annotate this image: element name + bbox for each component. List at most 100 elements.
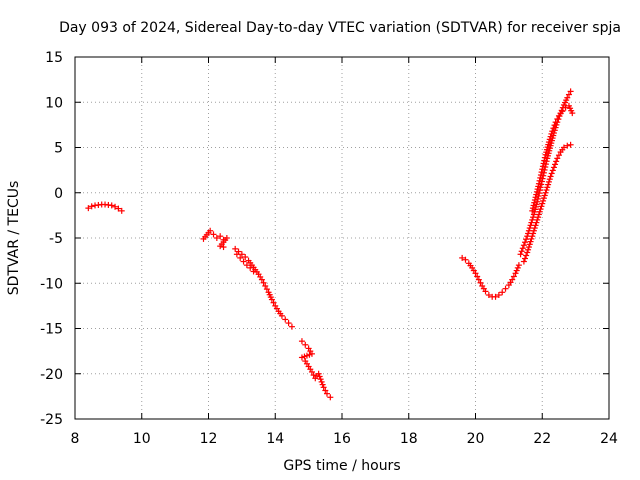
data-point [554, 115, 561, 122]
data-point [462, 256, 469, 263]
data-point [552, 119, 559, 126]
data-point [549, 167, 556, 174]
data-point [547, 173, 554, 180]
data-point [285, 320, 292, 327]
data-point [530, 230, 537, 237]
data-point [526, 225, 533, 232]
x-tick-label: 10 [133, 431, 151, 447]
data-point [554, 155, 561, 162]
data-point [238, 251, 245, 258]
x-tick-label: 16 [333, 431, 351, 447]
y-axis-label: SDTVAR / TECUs [6, 181, 22, 296]
data-point [525, 244, 532, 251]
data-point [529, 207, 536, 214]
data-point [492, 293, 499, 300]
data-point [118, 207, 125, 214]
data-point [524, 233, 531, 240]
data-point [524, 249, 531, 256]
data-point [513, 267, 520, 274]
data-point [541, 192, 548, 199]
data-point [534, 186, 541, 193]
data-point [565, 91, 572, 98]
y-tick-label: -15 [40, 322, 63, 338]
data-point [539, 166, 546, 173]
data-point [485, 292, 492, 299]
data-point [525, 230, 532, 237]
data-point [531, 196, 538, 203]
data-point [475, 276, 482, 283]
data-point [529, 233, 536, 240]
data-point [520, 242, 527, 249]
data-point [242, 254, 249, 261]
data-point [232, 245, 239, 252]
data-point [518, 248, 525, 255]
data-point [258, 276, 265, 283]
data-point [569, 110, 576, 117]
data-point [220, 244, 227, 251]
data-point [282, 316, 289, 323]
data-point [519, 245, 526, 252]
data-point [546, 176, 553, 183]
data-point [535, 183, 542, 190]
data-point [278, 312, 285, 319]
data-point [537, 206, 544, 213]
data-point [531, 199, 538, 206]
y-tick-label: -25 [40, 412, 63, 428]
data-point [115, 205, 122, 212]
data-point [540, 197, 547, 204]
data-point [317, 376, 324, 383]
data-point [85, 205, 92, 212]
y-tick-label: 0 [54, 186, 63, 202]
data-point [567, 141, 574, 148]
data-point [207, 227, 214, 234]
data-point [530, 214, 537, 221]
data-points [85, 88, 576, 401]
data-point [270, 299, 277, 306]
data-point [533, 191, 540, 198]
data-point [545, 139, 552, 146]
data-point [88, 203, 95, 210]
data-point [532, 194, 539, 201]
data-point [534, 216, 541, 223]
data-point [527, 222, 534, 229]
y-tick-label: 15 [45, 50, 63, 66]
data-point [535, 180, 542, 187]
data-point [298, 354, 305, 361]
data-point [540, 195, 547, 202]
x-tick-label: 14 [266, 431, 284, 447]
data-point [268, 296, 275, 303]
data-point [559, 108, 566, 115]
x-tick-label: 24 [600, 431, 618, 447]
data-point [233, 251, 240, 258]
data-point [520, 258, 527, 265]
data-point [327, 394, 334, 401]
x-tick-label: 22 [533, 431, 551, 447]
data-point [323, 390, 330, 397]
data-point [528, 219, 535, 226]
data-point [499, 289, 506, 296]
data-point [302, 341, 309, 348]
data-point [531, 225, 538, 232]
data-point [541, 157, 548, 164]
data-point [552, 161, 559, 168]
x-tick-label: 8 [71, 431, 80, 447]
data-point [517, 251, 524, 258]
x-tick-label: 18 [400, 431, 418, 447]
data-point [263, 286, 270, 293]
data-point [459, 254, 466, 261]
data-point [319, 381, 326, 388]
data-point [529, 216, 536, 223]
data-point [536, 208, 543, 215]
data-point [538, 169, 545, 176]
data-point [528, 235, 535, 242]
y-tick-label: -5 [49, 231, 63, 247]
data-point [260, 279, 267, 286]
data-point [240, 258, 247, 265]
y-tick-label: -10 [40, 276, 63, 292]
y-tick-label: -20 [40, 367, 63, 383]
axis-ticks: 8 10 12 14 16 18 20 22 24 -25 -20 -15 -10 -5 0 5 10 15 [40, 50, 618, 447]
data-point [560, 144, 567, 151]
data-point [529, 205, 536, 212]
data-point [515, 262, 522, 269]
